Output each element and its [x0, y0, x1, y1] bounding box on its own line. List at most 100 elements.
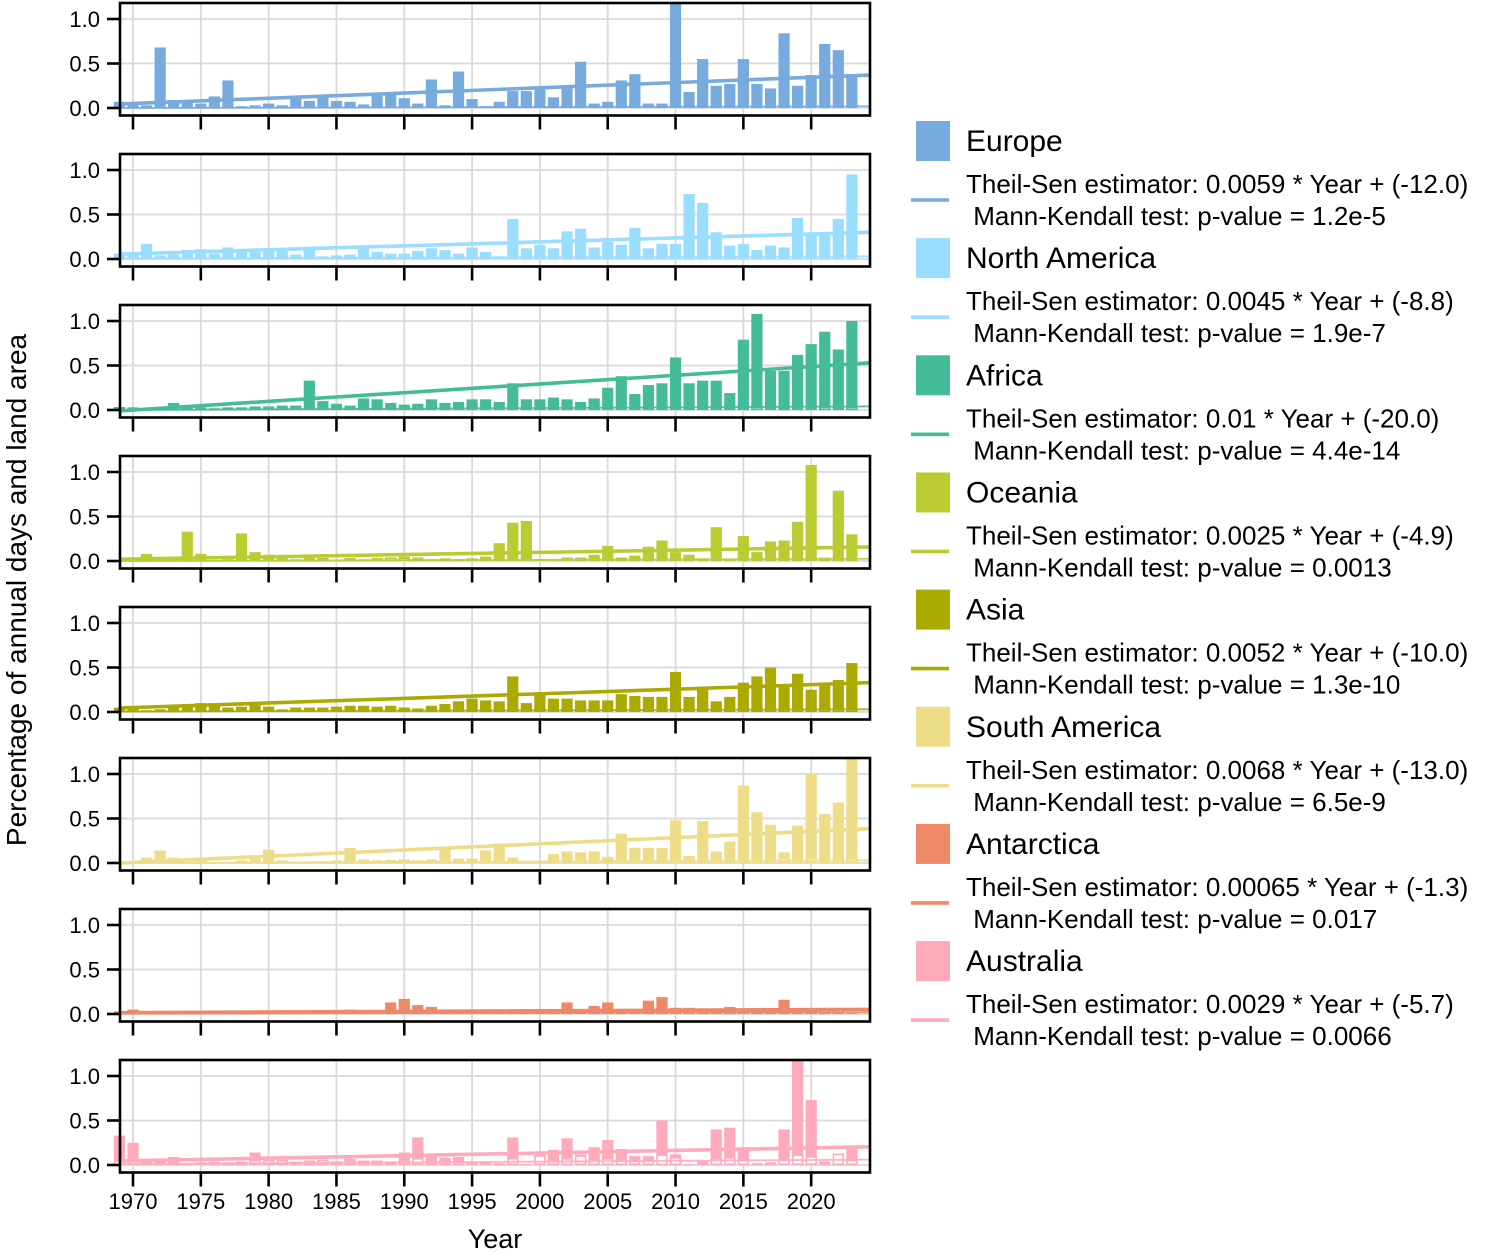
bar [547, 397, 560, 410]
bar [168, 704, 180, 712]
bar [656, 847, 668, 863]
bar [764, 541, 777, 561]
y-tick-label: 1.0 [69, 7, 100, 32]
bar [466, 399, 478, 410]
bar [385, 253, 397, 259]
bar [561, 88, 573, 108]
bar [832, 50, 844, 108]
bar [764, 88, 777, 108]
theil-sen-text: Theil-Sen estimator: 0.01 * Year + (-20.… [966, 403, 1439, 433]
bar [452, 858, 465, 863]
bar [317, 97, 329, 108]
bar [629, 74, 641, 108]
bar [588, 1147, 600, 1165]
bar [507, 857, 519, 863]
bar [792, 521, 804, 561]
bar-outline [656, 1154, 668, 1165]
bar [507, 522, 519, 561]
bar [778, 687, 790, 712]
bar-outline [574, 1155, 587, 1165]
bar [439, 847, 451, 863]
y-tick-label: 0.5 [69, 203, 100, 228]
y-tick-label: 0.5 [69, 354, 100, 379]
y-tick-label: 1.0 [69, 460, 100, 485]
bar [792, 673, 804, 712]
x-tick-label: 1990 [380, 1189, 429, 1214]
theil-sen-line-land-area [119, 255, 871, 260]
bar [344, 705, 356, 712]
bar [195, 407, 207, 410]
bar [222, 247, 234, 259]
bar [208, 253, 220, 259]
bar [751, 83, 763, 108]
theil-sen-line-land-area [119, 859, 871, 864]
mann-kendall-text: Mann-Kendall test: p-value = 4.4e-14 [966, 435, 1400, 465]
bar [249, 704, 261, 712]
bar [574, 852, 587, 863]
bar [710, 851, 722, 863]
bar [574, 228, 587, 259]
bar [452, 253, 465, 259]
bar [290, 707, 302, 712]
bar [195, 103, 207, 108]
y-tick-label: 0.5 [69, 656, 100, 681]
bar [127, 707, 139, 712]
bar [669, 671, 682, 712]
bar [140, 1160, 153, 1165]
panel-frame [118, 303, 872, 419]
legend-swatch [916, 355, 950, 396]
bar [778, 33, 790, 108]
bar [452, 701, 465, 712]
bar [602, 856, 614, 863]
bar [615, 244, 627, 259]
bar [140, 243, 153, 259]
bar [751, 250, 763, 259]
y-tick-label: 0.0 [69, 1002, 100, 1027]
panel-north-america: 0.0 0.5 1.0 [69, 152, 872, 281]
bar [439, 402, 451, 410]
bar [276, 248, 288, 259]
bar [520, 1164, 532, 1165]
panel-frame [118, 1, 872, 117]
bar [344, 254, 356, 259]
bar [642, 103, 655, 108]
bar [764, 667, 777, 712]
bar [181, 531, 193, 561]
legend-label: Asia [966, 594, 1025, 627]
bar [683, 91, 695, 108]
bar [520, 248, 532, 259]
bar [629, 695, 641, 712]
bar [357, 859, 370, 863]
bar [629, 847, 641, 863]
panel-frame [118, 907, 872, 1023]
bar [778, 247, 790, 259]
x-tick-label: 2010 [651, 1189, 700, 1214]
bar [602, 1002, 614, 1014]
bar [480, 850, 492, 863]
bar [547, 248, 560, 259]
bar [792, 218, 804, 259]
bar [330, 403, 343, 410]
bar [520, 399, 532, 410]
bar [778, 540, 790, 561]
theil-sen-text: Theil-Sen estimator: 0.0029 * Year + (-5… [966, 989, 1454, 1019]
bar [805, 75, 817, 108]
y-tick-label: 1.0 [69, 309, 100, 334]
legend-item-europe: Europe Theil-Sen estimator: 0.0059 * Year… [911, 121, 1468, 231]
bar [425, 705, 437, 712]
bar [303, 707, 315, 712]
bar [357, 398, 370, 410]
legend-label: South America [966, 711, 1161, 744]
bar [249, 251, 261, 259]
bar [792, 825, 804, 863]
x-tick-label: 1980 [244, 1189, 293, 1214]
bar [357, 705, 370, 712]
bar [764, 370, 777, 410]
bar [792, 354, 804, 410]
bar [832, 802, 844, 863]
bar [466, 698, 478, 712]
y-tick-label: 0.5 [69, 1109, 100, 1134]
bar [412, 250, 424, 259]
bar [493, 101, 505, 108]
bar [588, 103, 600, 108]
